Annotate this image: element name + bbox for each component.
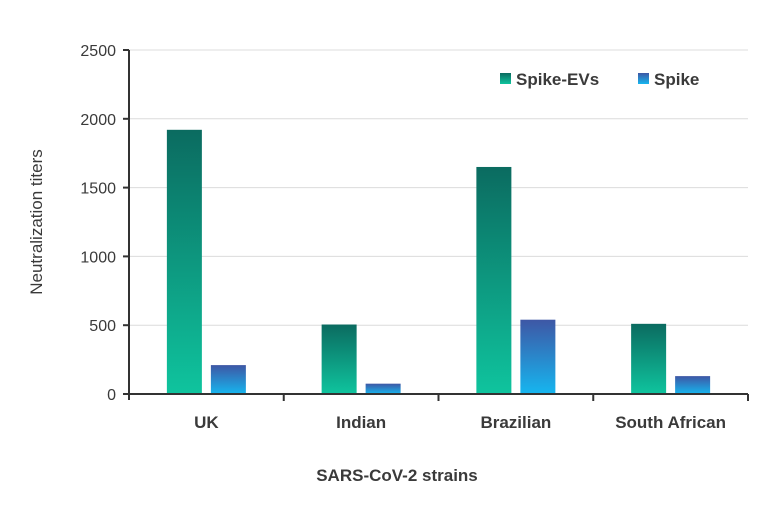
legend-swatch [500,73,511,84]
legend-label: Spike-EVs [516,70,599,89]
y-tick-label: 1500 [80,181,116,198]
y-axis-title: Neutralization titers [27,149,46,295]
axes [123,49,749,401]
gridlines [129,49,748,326]
x-axis-title: SARS-CoV-2 strains [316,466,478,485]
legend-swatch [638,73,649,84]
y-tick-label: 2500 [80,43,116,60]
bar-0-3 [631,323,667,394]
y-tick-labels: 0 500 1000 1500 2000 2500 [80,43,116,404]
x-category-label: UK [194,413,219,432]
legend-label: Spike [654,70,699,89]
bar-0-2 [476,166,512,394]
y-tick-label: 0 [107,387,116,404]
y-tick-label: 2000 [80,112,116,129]
x-category-labels: UK Indian Brazilian South African [194,413,726,432]
legend: Spike-EVs Spike [500,70,699,89]
bar-1-2 [520,319,556,394]
bar-1-0 [210,365,246,394]
y-tick-label: 1000 [80,249,116,266]
bar-1-1 [365,383,401,394]
bar-0-0 [166,129,202,395]
y-tick-label: 500 [89,318,116,335]
bar-0-1 [321,324,357,394]
bars [166,129,711,395]
x-category-label: Brazilian [480,413,551,432]
bar-1-3 [675,376,711,394]
x-category-label: Indian [336,413,386,432]
x-category-label: South African [615,413,726,432]
